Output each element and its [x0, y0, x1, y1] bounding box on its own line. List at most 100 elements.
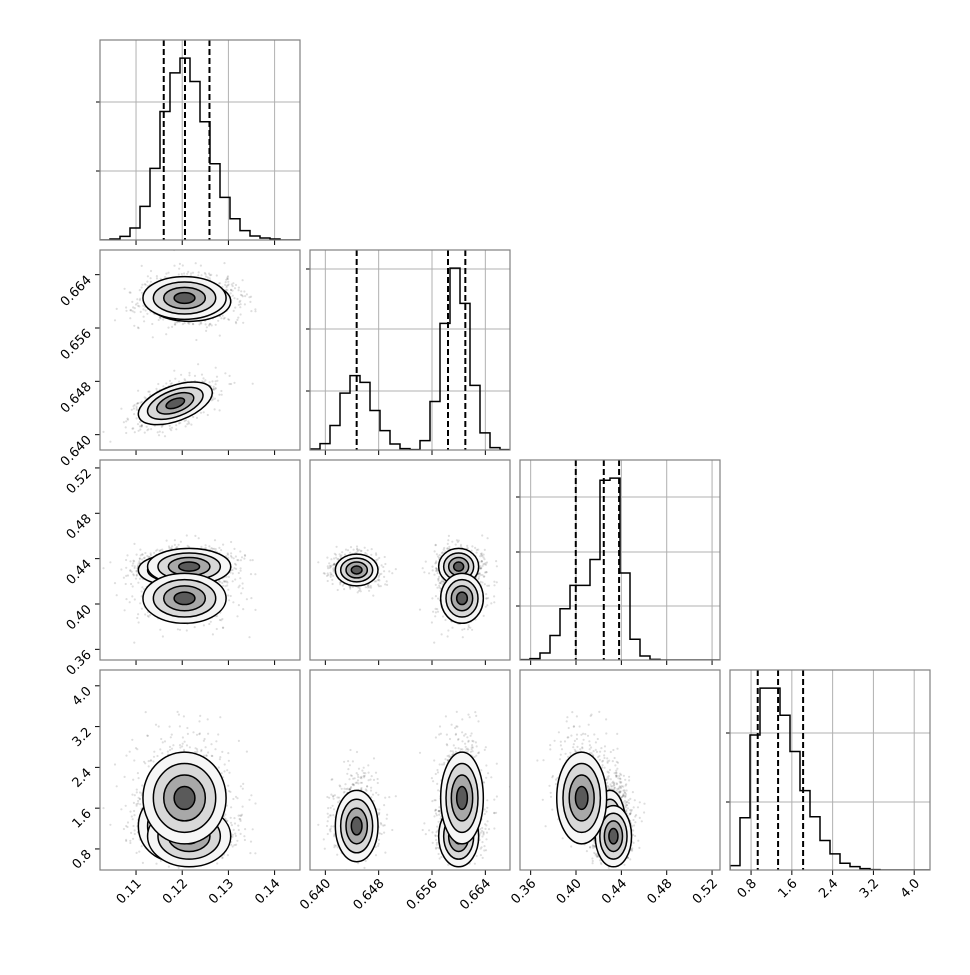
- sample-point: [126, 418, 128, 420]
- sample-point: [142, 305, 144, 307]
- sample-point: [134, 567, 136, 569]
- sample-point: [218, 394, 220, 396]
- sample-point: [139, 578, 141, 580]
- sample-point: [157, 431, 159, 433]
- sample-point: [173, 265, 175, 267]
- sample-point: [240, 303, 242, 305]
- sample-point: [162, 318, 164, 320]
- sample-point: [178, 381, 180, 383]
- contour-level-0.5: [174, 592, 195, 604]
- sample-point: [131, 595, 133, 597]
- sample-point: [200, 322, 202, 324]
- sample-point: [203, 624, 205, 626]
- sample-point: [150, 552, 152, 554]
- sample-point: [233, 382, 235, 384]
- sample-point: [185, 419, 187, 421]
- y-tick-label: 0.664: [58, 273, 95, 310]
- sample-point: [232, 295, 234, 297]
- sample-point: [207, 414, 209, 416]
- sample-point: [125, 426, 127, 428]
- sample-point: [232, 601, 234, 603]
- sample-point: [242, 582, 244, 584]
- sample-point: [143, 316, 145, 318]
- sample-point: [179, 263, 181, 265]
- sample-point: [198, 537, 200, 539]
- sample-point: [138, 621, 140, 623]
- sample-point: [227, 318, 229, 320]
- sample-point: [169, 380, 171, 382]
- sample-point: [136, 302, 138, 304]
- sample-point: [137, 423, 139, 425]
- sample-point: [217, 400, 219, 402]
- sample-point: [233, 297, 235, 299]
- sample-point: [200, 274, 202, 276]
- sample-point: [146, 281, 148, 283]
- sample-point: [124, 288, 126, 290]
- sample-point: [155, 550, 157, 552]
- panel-content: [317, 534, 511, 643]
- sample-point: [136, 406, 138, 408]
- sample-point: [139, 425, 141, 427]
- sample-point: [136, 417, 138, 419]
- sample-point: [201, 374, 203, 376]
- sample-point: [250, 310, 252, 312]
- sample-point: [125, 598, 127, 600]
- panel-content: [102, 534, 256, 643]
- sample-point: [125, 432, 127, 434]
- sample-point: [219, 282, 221, 284]
- sample-point: [164, 435, 166, 437]
- sample-point: [136, 575, 138, 577]
- sample-point: [240, 313, 242, 315]
- sample-point: [236, 319, 238, 321]
- sample-point: [186, 534, 188, 536]
- sample-point: [239, 550, 241, 552]
- sample-point: [114, 319, 116, 321]
- sample-point: [178, 273, 180, 275]
- sample-point: [156, 277, 158, 279]
- sample-point: [217, 320, 219, 322]
- sample-point: [223, 318, 225, 320]
- sample-point: [140, 311, 142, 313]
- sample-point: [160, 549, 162, 551]
- sample-point: [242, 279, 244, 281]
- sample-point: [239, 585, 241, 587]
- sample-point: [239, 306, 241, 308]
- y-tick-label: 0.48: [64, 512, 95, 543]
- sample-point: [152, 336, 154, 338]
- sample-point: [150, 270, 152, 272]
- sample-point: [141, 425, 143, 427]
- sample-point: [219, 409, 221, 411]
- contour-level-0.5: [179, 562, 200, 571]
- sample-point: [174, 544, 176, 546]
- sample-point: [129, 601, 131, 603]
- sample-point: [213, 389, 215, 391]
- sample-point: [209, 323, 211, 325]
- sample-point: [160, 317, 162, 319]
- sample-point: [137, 305, 139, 307]
- sample-point: [239, 577, 241, 579]
- sample-point: [238, 572, 240, 574]
- sample-point: [218, 547, 220, 549]
- sample-point: [141, 553, 143, 555]
- sample-point: [432, 569, 434, 571]
- sample-point: [109, 561, 111, 563]
- sample-point: [165, 273, 167, 275]
- sample-point: [317, 561, 319, 563]
- sample-point: [378, 557, 380, 559]
- sample-point: [208, 545, 210, 547]
- sample-point: [221, 394, 223, 396]
- sample-point: [143, 320, 145, 322]
- sample-point: [192, 323, 194, 325]
- sample-point: [252, 383, 254, 385]
- sample-point: [125, 559, 127, 561]
- sample-point: [184, 380, 186, 382]
- sample-point: [158, 319, 160, 321]
- sample-point: [240, 559, 242, 561]
- sample-point: [156, 275, 158, 277]
- sample-point: [174, 378, 176, 380]
- sample-point: [133, 543, 135, 545]
- sample-point: [178, 544, 180, 546]
- sample-point: [162, 385, 164, 387]
- sample-point: [200, 265, 202, 267]
